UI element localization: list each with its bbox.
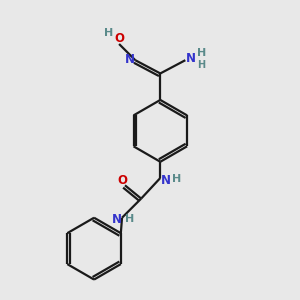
Text: N: N bbox=[160, 174, 171, 188]
Text: H: H bbox=[197, 61, 206, 70]
Text: N: N bbox=[112, 213, 122, 226]
Text: H: H bbox=[172, 174, 181, 184]
Text: H: H bbox=[104, 28, 113, 38]
Text: O: O bbox=[118, 173, 128, 187]
Text: N: N bbox=[125, 53, 135, 66]
Text: H: H bbox=[125, 214, 134, 224]
Text: H: H bbox=[197, 48, 206, 58]
Text: N: N bbox=[186, 52, 196, 65]
Text: O: O bbox=[115, 32, 125, 45]
